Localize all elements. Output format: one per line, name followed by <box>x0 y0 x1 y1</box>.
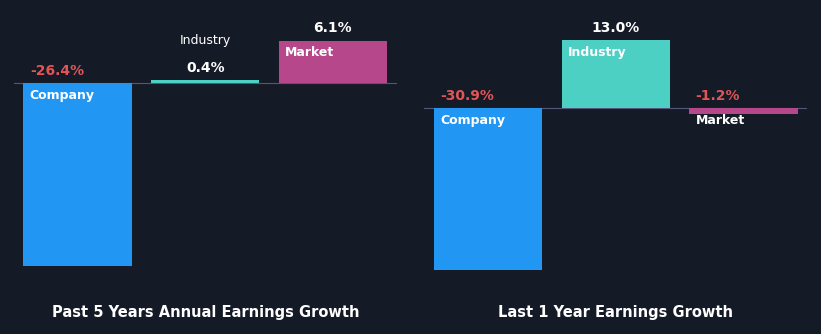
Bar <box>434 108 543 270</box>
X-axis label: Last 1 Year Earnings Growth: Last 1 Year Earnings Growth <box>498 305 733 320</box>
Text: 13.0%: 13.0% <box>592 20 640 34</box>
Text: -1.2%: -1.2% <box>695 89 740 103</box>
Text: -26.4%: -26.4% <box>30 64 84 78</box>
Text: Market: Market <box>695 114 745 127</box>
Bar <box>278 41 387 83</box>
Bar <box>689 108 797 114</box>
Text: 0.4%: 0.4% <box>186 61 225 75</box>
Text: Company: Company <box>30 89 95 102</box>
Text: Company: Company <box>440 114 506 127</box>
Bar <box>24 83 132 266</box>
Bar <box>562 40 670 108</box>
Bar <box>151 80 259 83</box>
Text: 6.1%: 6.1% <box>314 21 352 35</box>
Text: -30.9%: -30.9% <box>440 89 494 103</box>
Text: Industry: Industry <box>180 34 231 47</box>
Text: Market: Market <box>285 46 334 59</box>
Text: Industry: Industry <box>568 46 626 58</box>
X-axis label: Past 5 Years Annual Earnings Growth: Past 5 Years Annual Earnings Growth <box>52 305 359 320</box>
